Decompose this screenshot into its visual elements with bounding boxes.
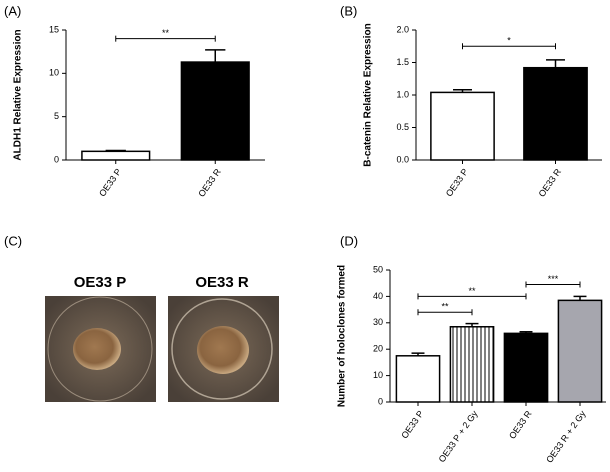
micrograph (168, 296, 279, 402)
significance-label: ** (162, 28, 170, 38)
y-tick-label: 1.5 (396, 57, 409, 67)
panel-label: (C) (4, 233, 22, 248)
y-tick-label: 5 (54, 111, 59, 121)
x-tick-label: OE33 P (444, 167, 470, 199)
panel-label: (A) (4, 3, 21, 18)
x-tick-label: OE33 P (399, 409, 425, 441)
y-axis-title: ALDH1 Relative Expression (13, 29, 24, 160)
x-tick-label: OE33 R (537, 166, 564, 198)
y-tick-label: 0 (54, 154, 59, 164)
bar (449, 326, 495, 403)
y-tick-label: 2.0 (396, 24, 409, 34)
x-tick-label: OE33 P + 2 Gy (437, 408, 480, 464)
y-tick-label: 1.0 (396, 89, 409, 99)
bar (503, 332, 549, 403)
bar (81, 150, 151, 161)
significance-label: *** (548, 274, 559, 284)
significance-label: * (507, 36, 511, 46)
x-tick-label: OE33 R + 2 Gy (544, 408, 588, 464)
x-tick-label: OE33 P (97, 167, 123, 199)
x-tick-label: OE33 R (196, 166, 223, 198)
micrograph (45, 296, 156, 402)
y-tick-label: 15 (49, 24, 59, 34)
y-tick-label: 30 (373, 317, 383, 327)
y-tick-label: 0.5 (396, 122, 409, 132)
bar (395, 355, 441, 403)
y-tick-label: 50 (373, 264, 383, 274)
bar (557, 299, 603, 403)
significance-label: ** (441, 302, 449, 312)
y-tick-label: 10 (373, 370, 383, 380)
y-tick-label: 20 (373, 344, 383, 354)
image-title: OE33 P (74, 274, 127, 291)
y-axis-title: Number of holoclones formed (337, 265, 348, 407)
bar (430, 91, 495, 161)
y-tick-label: 10 (49, 68, 59, 78)
x-tick-label: OE33 R (507, 408, 534, 440)
significance-label: ** (468, 286, 476, 296)
y-tick-label: 0.0 (396, 154, 409, 164)
bar (523, 66, 588, 161)
panel-label: (B) (340, 3, 357, 18)
panel-label: (D) (340, 233, 358, 248)
y-axis-title: B-catenin Relative Expression (363, 23, 374, 166)
y-tick-label: 0 (378, 396, 383, 406)
bar (180, 61, 250, 161)
image-title: OE33 R (195, 274, 249, 291)
y-tick-label: 40 (373, 291, 383, 301)
